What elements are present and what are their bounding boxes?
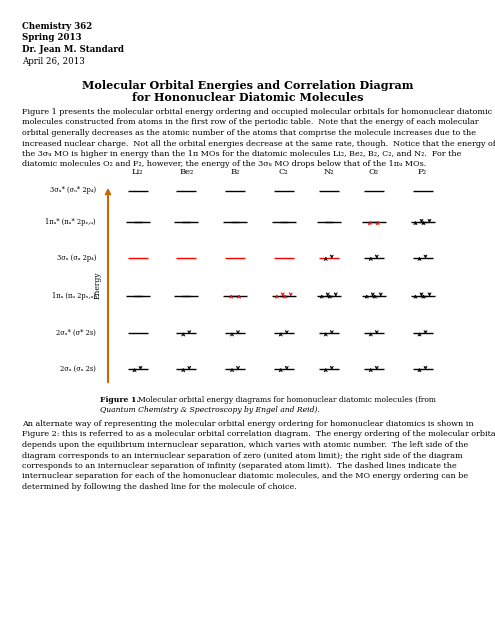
Text: the 3σᵤ MO is higher in energy than the 1π MOs for the diatomic molecules Li₂, B: the 3σᵤ MO is higher in energy than the … <box>22 150 461 158</box>
Text: 2σᵤ* (σ* 2s): 2σᵤ* (σ* 2s) <box>56 330 96 337</box>
Text: B₂: B₂ <box>230 168 240 176</box>
Text: 3σᵤ (σᵤ 2p₄): 3σᵤ (σᵤ 2p₄) <box>56 253 96 262</box>
Text: molecules constructed from atoms in the first row of the periodic table.  Note t: molecules constructed from atoms in the … <box>22 118 479 127</box>
Text: depends upon the equilibrium internuclear separation, which varies with atomic n: depends upon the equilibrium internuclea… <box>22 441 468 449</box>
Text: F₂: F₂ <box>418 168 427 176</box>
Text: for Hononuclear Diatomic Molecules: for Hononuclear Diatomic Molecules <box>132 92 363 103</box>
Text: Spring 2013: Spring 2013 <box>22 33 82 42</box>
Text: 3σᵤ* (σᵤ* 2p₄): 3σᵤ* (σᵤ* 2p₄) <box>50 186 96 195</box>
Text: Dr. Jean M. Standard: Dr. Jean M. Standard <box>22 45 124 54</box>
Text: diagram corresponds to an internuclear separation of zero (united atom limit); t: diagram corresponds to an internuclear s… <box>22 451 463 460</box>
Text: Molecular orbital energy diagrams for homonuclear diatomic molecules (from: Molecular orbital energy diagrams for ho… <box>138 396 436 404</box>
Text: April 26, 2013: April 26, 2013 <box>22 56 85 65</box>
Text: Be₂: Be₂ <box>179 168 194 176</box>
Text: internuclear separation for each of the homonuclear diatomic molecules, and the : internuclear separation for each of the … <box>22 472 468 481</box>
Text: O₂: O₂ <box>369 168 379 176</box>
Text: Quantum Chemistry & Spectroscopy by Engel and Reid).: Quantum Chemistry & Spectroscopy by Enge… <box>100 406 320 414</box>
Text: Li₂: Li₂ <box>132 168 143 176</box>
Text: orbital generally decreases as the atomic number of the atoms that comprise the : orbital generally decreases as the atomi… <box>22 129 476 137</box>
Text: Energy: Energy <box>94 271 102 299</box>
Text: corresponds to an internuclear separation of infinity (separated atom limit).  T: corresponds to an internuclear separatio… <box>22 462 457 470</box>
Text: 2σᵤ (σᵤ 2s): 2σᵤ (σᵤ 2s) <box>60 365 96 373</box>
Text: Figure 1.: Figure 1. <box>100 396 139 404</box>
Text: increased nuclear charge.  Not all the orbital energies decrease at the same rat: increased nuclear charge. Not all the or… <box>22 140 495 147</box>
Text: N₂: N₂ <box>323 168 334 176</box>
Text: diatomic molecules O₂ and F₂, however, the energy of the 3σᵤ MO drops below that: diatomic molecules O₂ and F₂, however, t… <box>22 161 426 168</box>
Text: C₂: C₂ <box>279 168 289 176</box>
Text: Figure 1 presents the molecular orbital energy ordering and occupied molecular o: Figure 1 presents the molecular orbital … <box>22 108 492 116</box>
Text: Chemistry 362: Chemistry 362 <box>22 22 92 31</box>
Text: Figure 2: this is referred to as a molecular orbital correlation diagram.  The e: Figure 2: this is referred to as a molec… <box>22 431 495 438</box>
Text: An alternate way of representing the molecular orbital energy ordering for homon: An alternate way of representing the mol… <box>22 420 474 428</box>
Text: 1πᵤ (πᵤ 2pₓ,ᵤ): 1πᵤ (πᵤ 2pₓ,ᵤ) <box>52 291 96 300</box>
Text: Molecular Orbital Energies and Correlation Diagram: Molecular Orbital Energies and Correlati… <box>82 80 413 91</box>
Text: determined by following the dashed line for the molecule of choice.: determined by following the dashed line … <box>22 483 297 491</box>
Text: 1πᵤ* (πᵤ* 2pₓ,ᵤ): 1πᵤ* (πᵤ* 2pₓ,ᵤ) <box>46 218 96 226</box>
